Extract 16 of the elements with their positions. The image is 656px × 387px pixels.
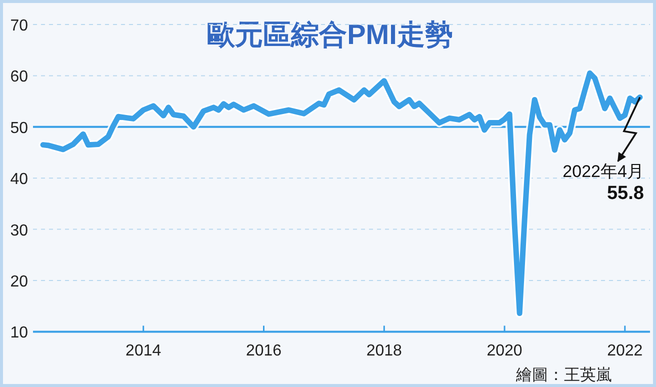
y-tick-label: 20 [10, 274, 28, 290]
y-tick-label: 60 [10, 68, 28, 86]
text: 繪圖：王英嵐 [515, 366, 612, 384]
x-tick-label: 2018 [366, 342, 402, 360]
y-tick-label: 50 [10, 120, 28, 137]
y-tick-label: 10 [10, 324, 28, 342]
x-tick-label: 2014 [126, 342, 162, 360]
x-tick-label: 2022 [607, 342, 643, 360]
x-tick-label: 2020 [486, 342, 522, 360]
chart-title: 歐元區綜合PMI走勢 [207, 19, 453, 50]
x-tick-label: 2016 [246, 342, 282, 360]
annotation: 2022年4月 [562, 162, 644, 182]
y-tick-label: 70 [10, 18, 28, 34]
annotation: 55.8 [606, 183, 644, 204]
y-tick-label: 40 [10, 171, 28, 188]
y-tick-label: 30 [10, 222, 28, 240]
